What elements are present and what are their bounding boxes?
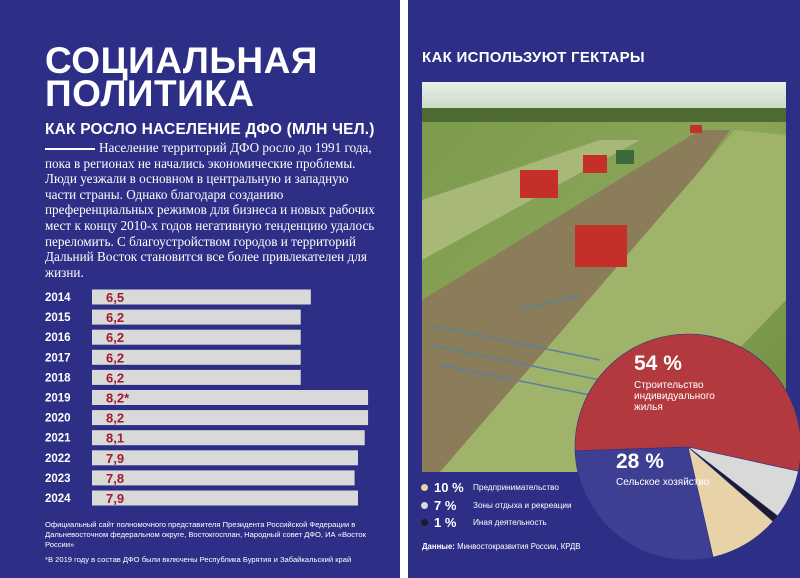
value-label: 6,2	[106, 370, 124, 385]
year-label: 2020	[45, 413, 71, 425]
year-label: 2017	[45, 352, 71, 364]
source-text: Данные: Минвостокразвития России, КРДВ	[422, 542, 580, 551]
bar	[92, 450, 358, 466]
value-label: 8,1	[106, 431, 124, 446]
bar	[92, 289, 311, 305]
slice-name: Сельское хозяйство	[616, 477, 710, 488]
footnote: *В 2019 году в состав ДФО были включены …	[45, 555, 352, 564]
bar-chart-title: КАК РОСЛО НАСЕЛЕНИЕ ДФО (МЛН ЧЕЛ.)	[45, 121, 375, 138]
bar	[92, 309, 301, 325]
bar	[92, 390, 369, 405]
pie-slice	[687, 446, 774, 558]
slice-percent: 54 %	[634, 352, 682, 375]
year-label: 2024	[45, 493, 71, 505]
title-line: ПОЛИТИКА	[45, 73, 255, 114]
value-label: 6,5	[106, 290, 124, 305]
value-label: 7,9	[106, 491, 124, 506]
year-label: 2021	[45, 433, 71, 445]
bar	[92, 329, 301, 345]
legend-percent: 10 %	[434, 480, 464, 495]
source-body: Минвостокразвития России, КРДВ	[457, 542, 581, 551]
pie-slice	[574, 446, 714, 561]
legend-name: Зоны отдыха и рекреации	[473, 500, 572, 510]
value-label: 7,8	[106, 471, 124, 486]
value-label: 8,2*	[106, 391, 130, 406]
slice-name: Строительство индивидуального жилья	[634, 380, 715, 413]
lead-text: Население территорий ДФО росло до 1991 г…	[45, 140, 383, 280]
bar	[92, 490, 358, 506]
slice-percent: 28 %	[616, 450, 664, 473]
year-label: 2019	[45, 393, 71, 405]
year-label: 2022	[45, 453, 71, 465]
source-label: Данные:	[422, 542, 455, 551]
legend-swatch	[421, 519, 428, 526]
legend-name: Иная деятельность	[473, 518, 547, 527]
value-label: 7,9	[106, 451, 124, 466]
bar	[92, 349, 301, 365]
legend-percent: 1 %	[434, 515, 457, 530]
legend-percent: 7 %	[434, 497, 457, 513]
pie-chart-title: КАК ИСПОЛЬЗУЮТ ГЕКТАРЫ	[422, 49, 645, 66]
bar	[92, 369, 301, 385]
bar	[92, 470, 355, 486]
main-title: СОЦИАЛЬНАЯ ПОЛИТИКА	[45, 40, 318, 114]
legend-swatch	[421, 501, 428, 509]
legend-swatch	[421, 484, 428, 491]
bar	[92, 410, 369, 426]
year-label: 2018	[45, 372, 71, 384]
year-label: 2016	[45, 332, 71, 344]
photo	[422, 82, 786, 472]
value-label: 6,2	[106, 330, 124, 345]
bar	[92, 430, 365, 446]
source-text: Официальный сайт полномочного представит…	[45, 520, 366, 549]
pie-slice	[574, 333, 800, 472]
year-label: 2015	[45, 312, 71, 324]
lead-body: Население территорий ДФО росло до 1991 г…	[45, 140, 375, 280]
value-label: 6,2	[106, 350, 124, 365]
title-line: СОЦИАЛЬНАЯ	[45, 40, 318, 81]
value-label: 6,2	[106, 310, 124, 325]
pie	[574, 333, 800, 561]
value-label: 8,2	[106, 411, 124, 426]
legend-name: Предпринимательство	[473, 483, 559, 492]
year-label: 2014	[45, 292, 71, 304]
year-label: 2023	[45, 473, 71, 485]
